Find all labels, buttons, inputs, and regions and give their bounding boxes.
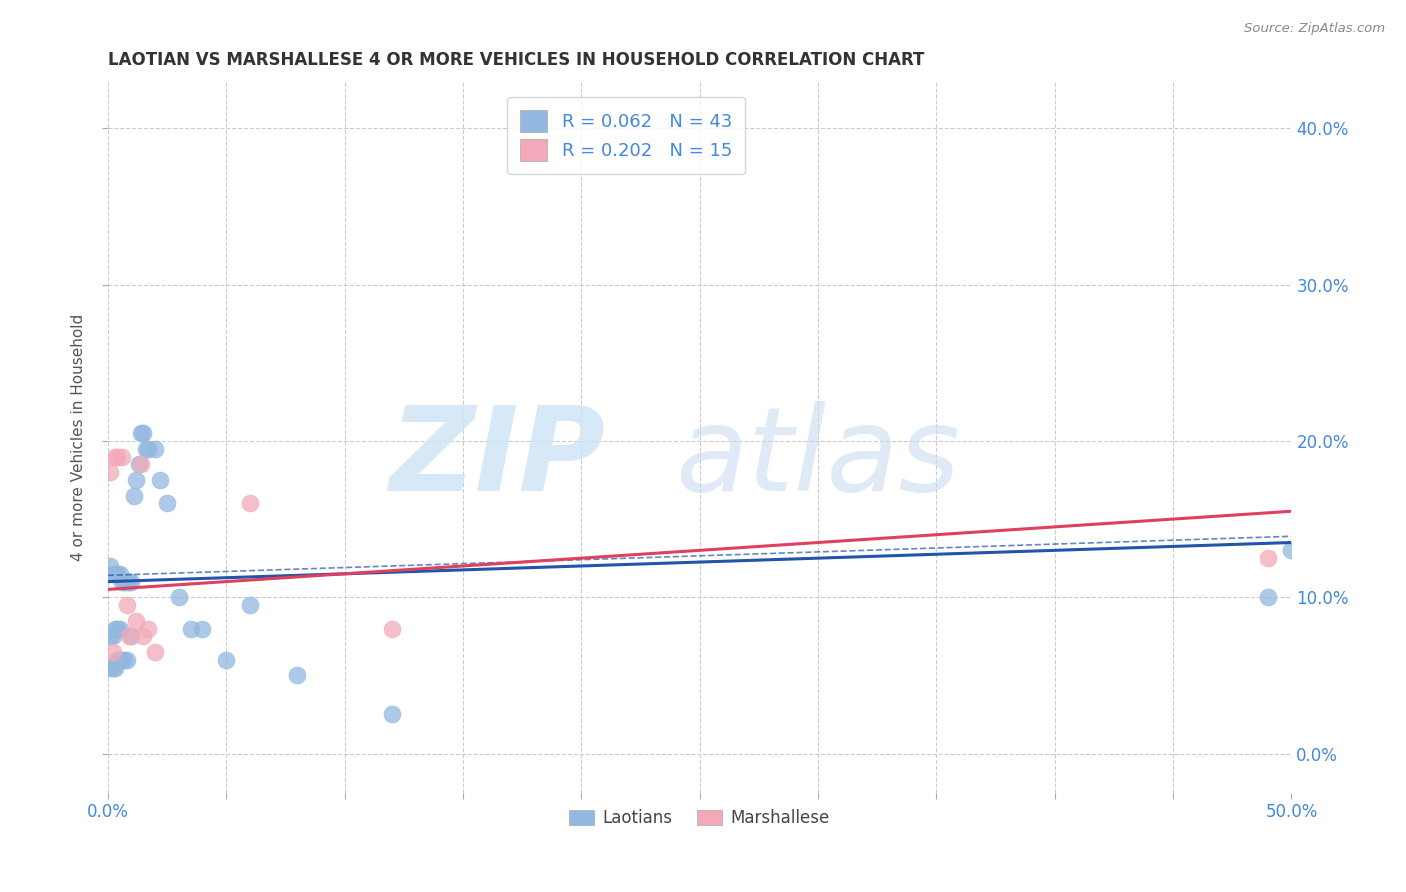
Point [132, 629, 155, 643]
Point [111, 653, 134, 667]
Point [285, 668, 308, 682]
Text: ZIP: ZIP [389, 401, 605, 516]
Legend: Laotians, Marshallese: Laotians, Marshallese [562, 803, 837, 834]
Point [108, 653, 131, 667]
Point [105, 450, 128, 464]
Point [98, 465, 121, 479]
Point [105, 653, 128, 667]
Point [104, 450, 127, 464]
Point [98, 629, 121, 643]
Point [111, 574, 134, 589]
Point [129, 458, 152, 472]
Point [156, 496, 179, 510]
Point [135, 442, 157, 456]
Point [1257, 551, 1279, 566]
Point [149, 473, 172, 487]
Point [122, 489, 145, 503]
Point [101, 566, 124, 581]
Point [105, 566, 128, 581]
Point [98, 559, 121, 574]
Y-axis label: 4 or more Vehicles in Household: 4 or more Vehicles in Household [72, 313, 86, 561]
Point [215, 653, 238, 667]
Point [120, 629, 142, 643]
Point [143, 442, 166, 456]
Point [381, 622, 404, 636]
Point [115, 598, 138, 612]
Text: atlas: atlas [675, 401, 960, 516]
Point [1257, 591, 1279, 605]
Point [132, 426, 155, 441]
Point [108, 622, 131, 636]
Point [125, 473, 148, 487]
Point [128, 458, 150, 472]
Point [105, 622, 128, 636]
Point [125, 614, 148, 628]
Point [136, 442, 159, 456]
Point [101, 629, 124, 643]
Point [191, 622, 214, 636]
Point [118, 574, 141, 589]
Point [111, 450, 134, 464]
Point [143, 645, 166, 659]
Point [120, 574, 142, 589]
Point [118, 629, 141, 643]
Point [239, 496, 262, 510]
Text: LAOTIAN VS MARSHALLESE 4 OR MORE VEHICLES IN HOUSEHOLD CORRELATION CHART: LAOTIAN VS MARSHALLESE 4 OR MORE VEHICLE… [108, 51, 924, 69]
Point [136, 622, 159, 636]
Point [129, 426, 152, 441]
Point [1281, 543, 1303, 558]
Point [112, 653, 135, 667]
Text: Source: ZipAtlas.com: Source: ZipAtlas.com [1244, 22, 1385, 36]
Point [112, 574, 135, 589]
Point [115, 574, 138, 589]
Point [381, 707, 404, 722]
Point [108, 566, 131, 581]
Point [104, 566, 127, 581]
Point [101, 645, 124, 659]
Point [101, 660, 124, 674]
Point [239, 598, 262, 612]
Point [167, 591, 190, 605]
Point [104, 622, 127, 636]
Point [104, 660, 127, 674]
Point [98, 660, 121, 674]
Point [180, 622, 202, 636]
Point [115, 653, 138, 667]
